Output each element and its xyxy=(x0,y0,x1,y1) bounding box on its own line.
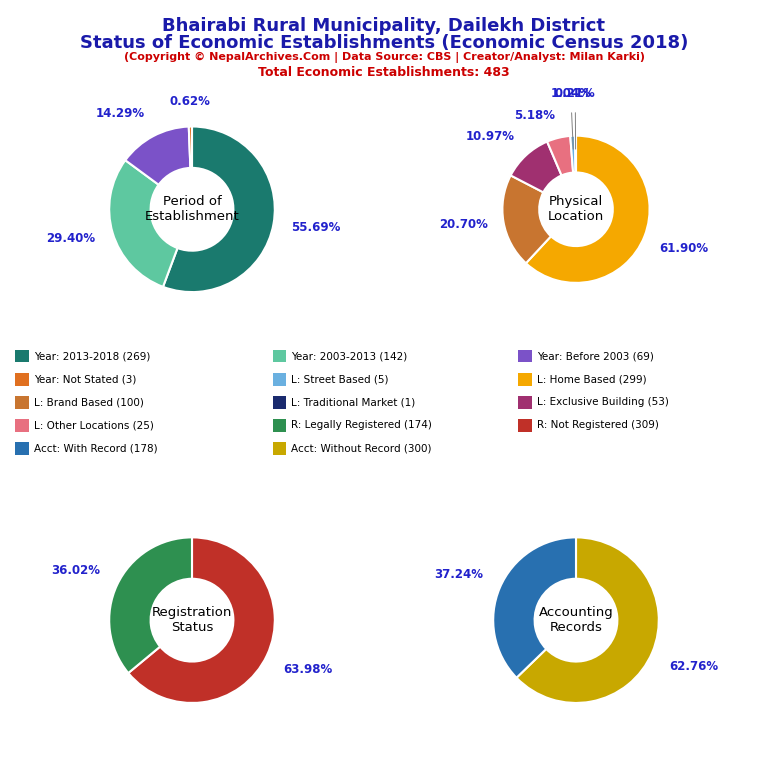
Text: 62.76%: 62.76% xyxy=(669,660,718,673)
Text: Year: 2003-2013 (142): Year: 2003-2013 (142) xyxy=(291,351,407,362)
Wedge shape xyxy=(502,175,551,263)
Wedge shape xyxy=(571,136,575,173)
Text: 0.62%: 0.62% xyxy=(170,95,210,108)
Text: 36.02%: 36.02% xyxy=(51,564,101,578)
Text: 5.18%: 5.18% xyxy=(514,109,554,122)
Wedge shape xyxy=(517,538,659,703)
Text: Period of
Establishment: Period of Establishment xyxy=(144,195,240,223)
Wedge shape xyxy=(128,538,275,703)
Wedge shape xyxy=(511,141,561,192)
Text: 1.04%: 1.04% xyxy=(551,88,591,101)
Text: 37.24%: 37.24% xyxy=(434,568,483,581)
Text: 10.97%: 10.97% xyxy=(466,131,515,144)
Text: R: Legally Registered (174): R: Legally Registered (174) xyxy=(291,420,432,431)
Text: 55.69%: 55.69% xyxy=(291,220,341,233)
Text: Registration
Status: Registration Status xyxy=(152,606,232,634)
Wedge shape xyxy=(163,127,275,292)
Text: Total Economic Establishments: 483: Total Economic Establishments: 483 xyxy=(258,66,510,79)
Text: Physical
Location: Physical Location xyxy=(548,195,604,223)
Text: Year: Not Stated (3): Year: Not Stated (3) xyxy=(34,374,136,385)
Text: Acct: Without Record (300): Acct: Without Record (300) xyxy=(291,443,432,454)
Text: L: Exclusive Building (53): L: Exclusive Building (53) xyxy=(537,397,669,408)
Wedge shape xyxy=(547,136,573,175)
Text: R: Not Registered (309): R: Not Registered (309) xyxy=(537,420,659,431)
Text: Bhairabi Rural Municipality, Dailekh District: Bhairabi Rural Municipality, Dailekh Dis… xyxy=(163,17,605,35)
Wedge shape xyxy=(109,161,177,286)
Text: Acct: With Record (178): Acct: With Record (178) xyxy=(34,443,157,454)
Text: 14.29%: 14.29% xyxy=(95,107,144,120)
Text: L: Traditional Market (1): L: Traditional Market (1) xyxy=(291,397,415,408)
Wedge shape xyxy=(125,127,190,185)
Wedge shape xyxy=(493,538,576,677)
Text: Status of Economic Establishments (Economic Census 2018): Status of Economic Establishments (Econo… xyxy=(80,34,688,51)
Text: L: Brand Based (100): L: Brand Based (100) xyxy=(34,397,144,408)
Wedge shape xyxy=(575,136,576,173)
Text: 63.98%: 63.98% xyxy=(283,663,333,676)
Wedge shape xyxy=(189,127,192,168)
Text: L: Street Based (5): L: Street Based (5) xyxy=(291,374,389,385)
Text: L: Other Locations (25): L: Other Locations (25) xyxy=(34,420,154,431)
Wedge shape xyxy=(109,538,192,673)
Text: 0.21%: 0.21% xyxy=(555,88,596,101)
Text: 29.40%: 29.40% xyxy=(46,232,95,245)
Text: 61.90%: 61.90% xyxy=(660,242,709,255)
Text: Accounting
Records: Accounting Records xyxy=(538,606,614,634)
Text: L: Home Based (299): L: Home Based (299) xyxy=(537,374,647,385)
Text: 20.70%: 20.70% xyxy=(439,218,488,231)
Text: Year: Before 2003 (69): Year: Before 2003 (69) xyxy=(537,351,654,362)
Text: (Copyright © NepalArchives.Com | Data Source: CBS | Creator/Analyst: Milan Karki: (Copyright © NepalArchives.Com | Data So… xyxy=(124,52,644,63)
Text: Year: 2013-2018 (269): Year: 2013-2018 (269) xyxy=(34,351,151,362)
Wedge shape xyxy=(526,136,650,283)
